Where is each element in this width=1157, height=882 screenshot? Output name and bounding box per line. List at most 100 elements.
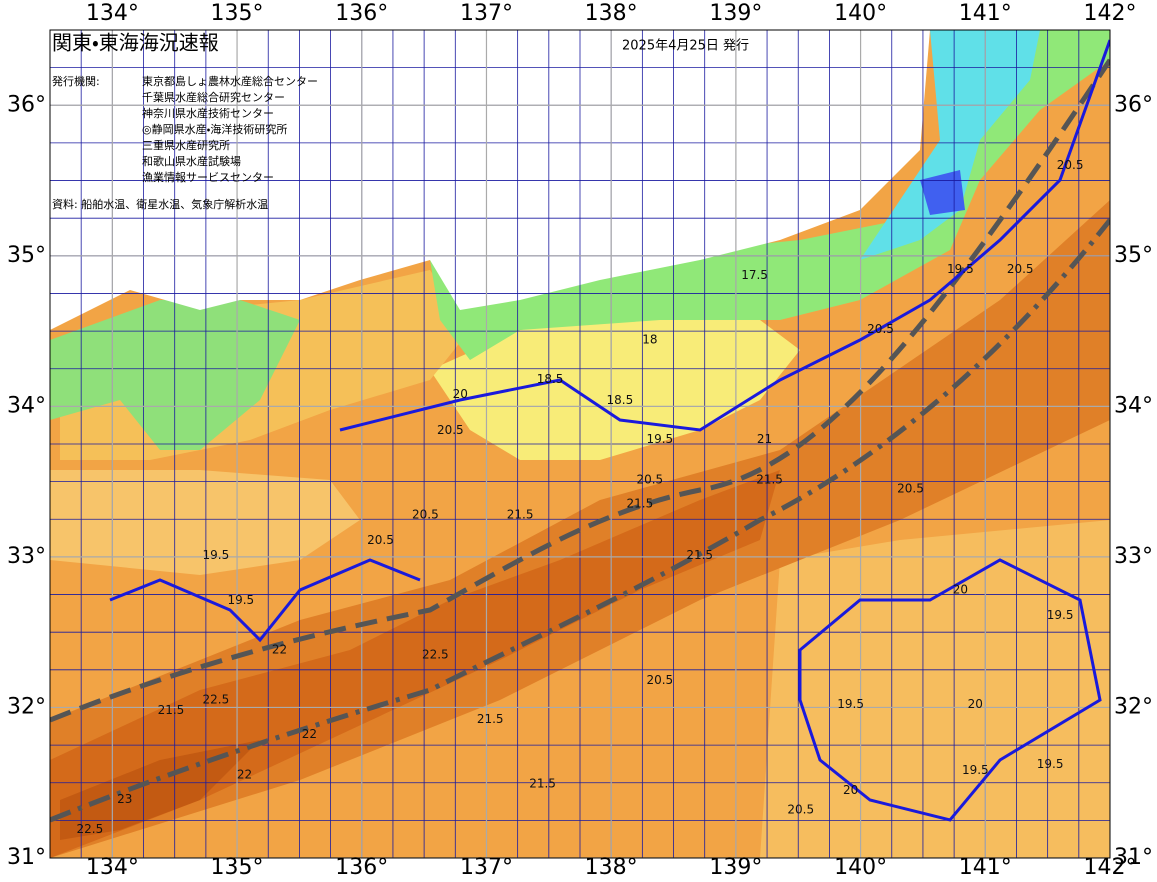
cool-zone: [50, 470, 360, 575]
agency: 東京都島しょ農林水産総合センター: [142, 74, 318, 88]
lon-tick-label: 139°: [709, 1, 762, 26]
contour-labels: 17.5 18 18.5 18.5 19.5 20 20.5 21 20.5 21.5 21.5 21…: [77, 158, 1084, 836]
source-note: 資料: 船舶水温、衛星水温、気象庁解析水温: [52, 197, 268, 211]
grid: [50, 30, 1110, 858]
lon-tick-label: 142°: [1084, 1, 1137, 26]
lat-tick-label: 32°: [1114, 694, 1153, 719]
lat-tick-label: 31°: [1114, 845, 1153, 870]
contour-label: 20.5: [787, 802, 814, 816]
lon-tick-label: 140°: [834, 855, 887, 880]
lon-tick-label: 138°: [585, 855, 638, 880]
agency: ◎静岡県水産・海洋技術研究所: [142, 122, 287, 136]
lon-tick-label: 134°: [86, 1, 139, 26]
contour-label: 21.5: [756, 473, 783, 487]
lat-tick-label: 34°: [7, 393, 46, 418]
contour-label: 17.5: [741, 268, 768, 282]
contour-label: 18: [642, 333, 657, 347]
contour-label: 22: [302, 727, 317, 741]
lat-tick-label: 34°: [1114, 393, 1153, 418]
lon-tick-label: 135°: [211, 855, 264, 880]
contour-label: 22: [272, 643, 287, 657]
sst-field: 17.5 18 18.5 18.5 19.5 20 20.5 21 20.5 21.5 21.5 21…: [50, 30, 1110, 858]
contour-label: 20: [968, 697, 983, 711]
contour-label: 21.5: [529, 777, 556, 791]
contour-label: 19.5: [962, 763, 989, 777]
contour-label: 22.5: [422, 647, 449, 661]
agency-list: 東京都島しょ農林水産総合センター千葉県水産総合研究センター神奈川県水産技術センタ…: [142, 74, 318, 184]
lat-tick-label: 35°: [7, 243, 46, 268]
lon-tick-label: 140°: [834, 1, 887, 26]
contour-label: 20.5: [636, 473, 663, 487]
lon-tick-label: 134°: [86, 855, 139, 880]
lon-tick-label: 141°: [959, 1, 1012, 26]
lat-tick-label: 33°: [1114, 544, 1153, 569]
contour-label: 19.5: [837, 697, 864, 711]
lat-tick-label: 33°: [7, 544, 46, 569]
lon-tick-label: 135°: [211, 1, 264, 26]
contour-label: 20: [843, 783, 858, 797]
lat-tick-label: 32°: [7, 694, 46, 719]
isotherm-20: [339, 39, 1110, 432]
lat-tick-label: 35°: [1114, 243, 1153, 268]
agency: 神奈川県水産技術センター: [142, 106, 274, 120]
agency: 漁業情報サービスセンター: [142, 170, 274, 184]
lon-tick-label: 138°: [585, 1, 638, 26]
contour-label: 19.5: [227, 593, 254, 607]
contour-label: 20.5: [897, 482, 924, 496]
agency: 三重県水産研究所: [142, 138, 230, 152]
contour-label: 20.5: [1057, 158, 1084, 172]
cold-zone: [430, 310, 800, 460]
contour-label: 21.5: [626, 497, 653, 511]
contour-label: 18.5: [607, 393, 634, 407]
lon-tick-label: 136°: [335, 855, 388, 880]
contour-label: 19.5: [1037, 757, 1064, 771]
issuer-label: 発行機関:: [52, 74, 100, 88]
contour-label: 22.5: [77, 822, 104, 836]
contour-label: 18.5: [537, 372, 564, 386]
contour-label: 19.5: [1047, 608, 1074, 622]
contour-label: 20.5: [1007, 262, 1034, 276]
warm-core: [60, 740, 260, 840]
contour-label: 21: [757, 432, 772, 446]
isotherm-20: [798, 558, 1102, 822]
contour-label: 21.5: [158, 703, 185, 717]
kuroshio-axis: [50, 58, 1110, 723]
contour-label: 20: [453, 387, 468, 401]
map-frame: [49, 29, 1111, 859]
agency: 千葉県水産総合研究センター: [142, 90, 285, 104]
coastal-zone: [430, 30, 1110, 360]
lon-tick-label: 136°: [335, 1, 388, 26]
lon-tick-label: 142°: [1084, 855, 1137, 880]
contour-label: 21.5: [507, 507, 534, 521]
contour-label: 19.5: [202, 548, 229, 562]
isotherm-20: [109, 558, 421, 643]
contour-label: 20.5: [412, 507, 439, 521]
contour-label: 23: [117, 792, 132, 806]
lon-tick-label: 139°: [709, 855, 762, 880]
lon-tick-label: 137°: [460, 855, 513, 880]
contour-label: 21.5: [477, 712, 504, 726]
contour-label: 21.5: [686, 548, 713, 562]
contour-label: 22.5: [202, 692, 229, 706]
title: 関東・東海海況速報: [52, 31, 219, 55]
cool-zone: [760, 520, 1110, 858]
cold-zone: [860, 30, 1040, 260]
contour-label: 20.5: [437, 423, 464, 437]
lat-tick-label: 36°: [7, 92, 46, 117]
lon-tick-label: 137°: [460, 1, 513, 26]
issue-date: 2025年4月25日 発行: [622, 39, 749, 54]
contour-label: 20.5: [646, 673, 673, 687]
contour-label: 20.5: [867, 322, 894, 336]
agency: 和歌山県水産試験場: [142, 154, 241, 168]
contour-label: 22: [237, 768, 252, 782]
lat-tick-label: 31°: [7, 845, 46, 870]
contour-label: 19.5: [947, 262, 974, 276]
contour-label: 19.5: [646, 432, 673, 446]
kuroshio-axis: [50, 218, 1110, 823]
lat-tick-label: 36°: [1114, 92, 1153, 117]
contour-label: 20: [953, 583, 968, 597]
contour-label: 20.5: [367, 533, 394, 547]
